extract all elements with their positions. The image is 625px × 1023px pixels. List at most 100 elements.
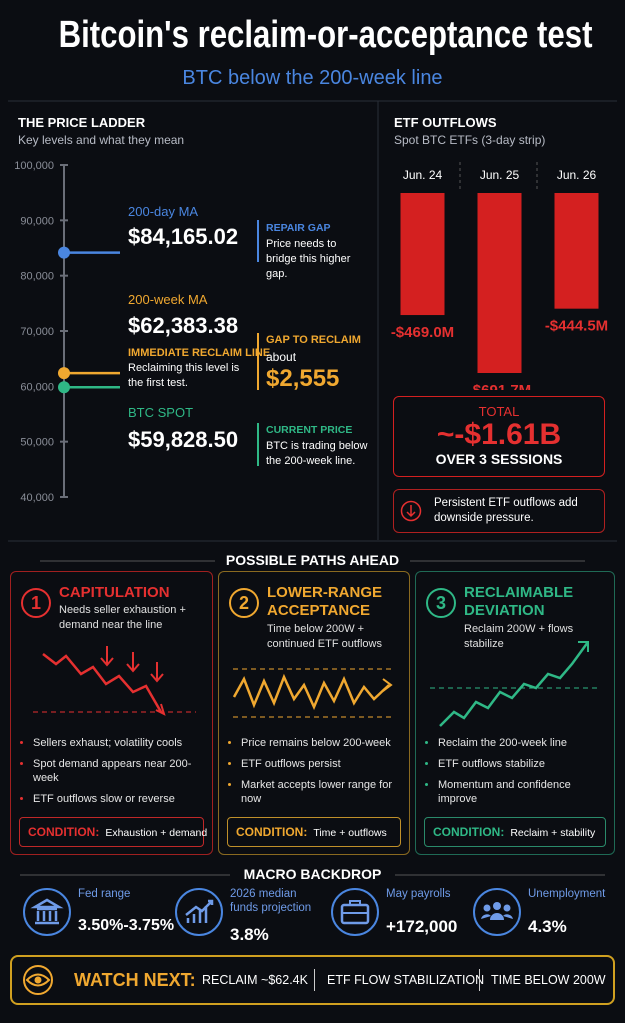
macro-value: 3.8% [230, 925, 269, 944]
macro-value: +172,000 [386, 917, 458, 936]
bullet-text: Momentum and confidence improve [438, 779, 571, 805]
total-caption: OVER 3 SESSIONS [435, 451, 563, 467]
callout-title: REPAIR GAP [266, 222, 331, 234]
bullet-text: Spot demand appears near 200-week [33, 758, 192, 784]
total-box: TOTAL ~-$1.61B OVER 3 SESSIONS [393, 396, 605, 477]
y-tick-label: 70,000 [20, 326, 54, 338]
bullet-text: ETF outflows persist [241, 758, 341, 770]
bullets: Reclaim the 200-week line ETF outflows s… [424, 736, 608, 813]
panel-title: THE PRICE LADDER [18, 115, 146, 130]
macro-item: 2026 median funds projection 3.8% [174, 885, 324, 945]
people-icon [473, 888, 521, 936]
condition-text: Reclaim + stability [510, 827, 596, 839]
macro-item: Fed range 3.50%-3.75% [22, 885, 175, 945]
condition-label: CONDITION: [236, 825, 308, 839]
path-card: 3 RECLAIMABLE DEVIATION Reclaim 200W + f… [415, 571, 615, 855]
path-card: 2 LOWER-RANGE ACCEPTANCE Time below 200W… [218, 571, 410, 855]
watch-item: RECLAIM ~$62.4K [202, 973, 308, 987]
bank-icon [23, 888, 71, 936]
y-tick-label: 100,000 [14, 160, 54, 172]
callout-text: BTC is trading below the 200-week line. [266, 440, 368, 467]
bullet-text: Market accepts lower range for now [241, 779, 393, 805]
level-value: $59,828.50 [128, 427, 239, 452]
bullet: Momentum and confidence improve [438, 778, 608, 806]
card-title: RECLAIMABLE DEVIATION [464, 584, 574, 619]
path-sketch [430, 641, 601, 727]
card-number: 1 [21, 588, 51, 618]
x-tick-label: Jun. 26 [557, 168, 597, 182]
briefcase-icon [331, 888, 379, 936]
condition-text: Time + outflows [313, 827, 387, 839]
card-number: 2 [229, 588, 259, 618]
x-tick-label: Jun. 25 [480, 168, 520, 182]
down-icon [400, 500, 422, 522]
title-wrap: Bitcoin's reclaim-or-acceptance test [0, 14, 625, 57]
condition: CONDITION: Exhaustion + demand [19, 817, 208, 847]
level-dot [58, 246, 70, 259]
callout-text: about [266, 350, 297, 364]
card-title: LOWER-RANGE ACCEPTANCE [267, 584, 382, 619]
macro-value: 4.3% [528, 917, 567, 936]
callout-figure: $2,555 [266, 365, 340, 392]
card-number: 3 [426, 588, 456, 618]
bullet: ETF outflows stabilize [438, 757, 608, 771]
callout-title: CURRENT PRICE [266, 424, 353, 436]
y-tick-label: 50,000 [20, 437, 54, 449]
separator [479, 969, 480, 991]
watch-box: WATCH NEXT: RECLAIM ~$62.4K ETF FLOW STA… [10, 955, 615, 1005]
macro-item: Unemployment 4.3% [472, 885, 622, 945]
level-dot [58, 381, 70, 394]
bar [477, 193, 522, 373]
chart-icon [175, 888, 223, 936]
total-value: ~-$1.61B [436, 418, 562, 451]
panel-title: ETF OUTFLOWS [394, 115, 497, 130]
condition-label: CONDITION: [433, 825, 505, 839]
eye-icon [23, 965, 53, 995]
bullet: ETF outflows persist [241, 757, 403, 771]
note-text: Persistent ETF outflows add downside pre… [434, 497, 578, 524]
bullet: Price remains below 200-week [241, 736, 403, 750]
bullet: Sellers exhaust; volatility cools [33, 736, 206, 750]
value-label: -$444.5M [545, 318, 608, 335]
card-subtitle: Needs seller exhaustion + demand near th… [59, 604, 186, 631]
macro-label: Fed range [78, 888, 131, 900]
macro-value: 3.50%-3.75% [78, 917, 175, 934]
watch-label: WATCH NEXT: [74, 970, 196, 990]
section-title: MACRO BACKDROP [243, 866, 382, 882]
condition: CONDITION: Reclaim + stability [424, 817, 606, 847]
y-tick-label: 40,000 [20, 492, 54, 504]
total-label: TOTAL [478, 404, 520, 419]
macro-item: May payrolls +172,000 [330, 885, 470, 945]
path-sketch [33, 646, 196, 716]
panel-subtitle: Key levels and what they mean [18, 133, 185, 147]
bar [554, 193, 599, 309]
condition-text: Exhaustion + demand [105, 827, 208, 839]
level-value: $62,383.38 [128, 313, 239, 338]
bullets: Price remains below 200-week ETF outflow… [227, 736, 403, 813]
level-name: 200-week MA [128, 292, 208, 307]
level-value: $84,165.02 [128, 224, 239, 249]
bullet-text: Price remains below 200-week [241, 737, 391, 749]
y-tick-label: 60,000 [20, 381, 54, 393]
value-label: -$469.0M [391, 324, 454, 341]
card-title: CAPITULATION [59, 584, 170, 601]
y-tick-label: 90,000 [20, 215, 54, 227]
level-tag: IMMEDIATE RECLAIM LINE [128, 347, 271, 359]
bullets: Sellers exhaust; volatility cools Spot d… [19, 736, 206, 813]
bullet: Market accepts lower range for now [241, 778, 403, 806]
macro-label: May payrolls [386, 888, 451, 900]
x-tick-label: Jun. 24 [403, 168, 443, 182]
level-name: BTC SPOT [128, 405, 194, 420]
bullet: Reclaim the 200-week line [438, 736, 608, 750]
bullet: Spot demand appears near 200-week [33, 757, 206, 785]
panel-subtitle: Spot BTC ETFs (3-day strip) [394, 133, 546, 147]
watch-item: TIME BELOW 200W [491, 973, 606, 987]
title: Bitcoin's reclaim-or-acceptance test [58, 14, 593, 56]
path-sketch [232, 668, 394, 718]
path-card: 1 CAPITULATION Needs seller exhaustion +… [10, 571, 213, 855]
macro-label: Unemployment [528, 888, 606, 900]
y-tick-label: 80,000 [20, 271, 54, 283]
